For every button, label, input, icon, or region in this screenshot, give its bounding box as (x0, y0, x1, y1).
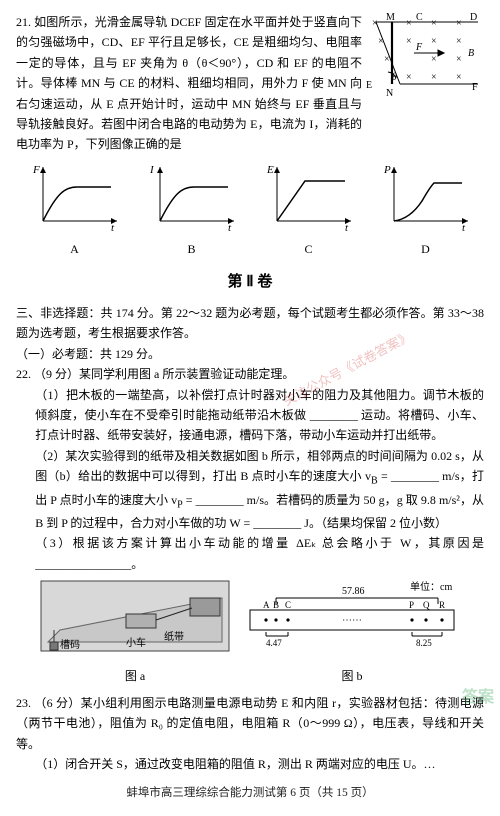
svg-text:I: I (149, 164, 155, 176)
svg-text:B: B (273, 600, 279, 610)
svg-text:8.25: 8.25 (416, 638, 432, 648)
figure-a: 槽码 小车 纸带 图 a (40, 580, 230, 687)
svg-text:M: M (386, 12, 395, 23)
svg-text:B: B (468, 48, 474, 59)
svg-text:E: E (366, 80, 372, 91)
svg-text:F: F (472, 82, 478, 93)
svg-text:R: R (439, 600, 445, 610)
corner-watermark: 答案 (462, 684, 494, 711)
q21-diagram: ×××× ×××× ××× ××× M C D B (366, 12, 484, 155)
svg-text:×: × (456, 54, 462, 65)
option-b-cap: B (146, 239, 238, 259)
q21-option-b: I t B (146, 161, 238, 260)
section-2-title: 第 Ⅱ 卷 (16, 270, 484, 296)
q22-p3: （3）根据该方案计算出小车动能的增量 ΔEₖ 总会略小于 W，其原因是 ____… (16, 533, 484, 574)
svg-text:C: C (285, 600, 291, 610)
svg-text:×: × (431, 72, 437, 83)
svg-text:×: × (431, 54, 437, 65)
svg-text:t: t (462, 222, 466, 233)
q22-p2: （2）某次实验得到的纸带及相关数据如图 b 所示，相邻两点的时间间隔为 0.02… (16, 446, 484, 534)
svg-text:×: × (431, 18, 437, 29)
svg-text:C: C (416, 12, 423, 23)
svg-text:57.86: 57.86 (342, 586, 365, 597)
svg-text:单位：cm: 单位：cm (410, 580, 452, 593)
svg-text:P: P (409, 600, 414, 610)
svg-text:t: t (228, 222, 232, 233)
instructions-2: （一）必考题：共 129 分。 (16, 344, 484, 364)
q21-option-c: E t C (263, 161, 355, 260)
q22-lead: 22. （9 分）某同学利用图 a 所示装置验证动能定理。 (16, 364, 484, 384)
svg-text:F: F (32, 164, 40, 176)
option-c-cap: C (263, 239, 355, 259)
q22-num: 22. (16, 367, 31, 381)
svg-text:×: × (406, 36, 412, 47)
figure-b-cap: 图 b (242, 666, 462, 686)
figure-b: 单位：cm 57.86 ⋯⋯ A B C P Q R (242, 580, 462, 687)
svg-text:槽码: 槽码 (60, 638, 80, 651)
svg-text:t: t (111, 222, 115, 233)
q21-body: 如图所示，光滑金属导轨 DCEF 固定在水平面并处于竖直向下的匀强磁场中，CD、… (16, 15, 362, 151)
svg-text:t: t (345, 222, 349, 233)
svg-text:×: × (456, 72, 462, 83)
svg-text:小车: 小车 (126, 636, 146, 649)
svg-text:N: N (386, 88, 393, 99)
figure-a-cap: 图 a (40, 666, 230, 686)
page-footer: 蚌埠市高三理综综合能力测试第 6 页（共 15 页） (16, 784, 484, 804)
svg-text:×: × (431, 36, 437, 47)
q21-option-a: F t A (29, 161, 121, 260)
option-d-cap: D (380, 239, 472, 259)
instructions-1: 三、非选择题：共 174 分。第 22～32 题为必考题，每个试题考生都必须作答… (16, 303, 484, 344)
q23-lead: （6 分）某小组利用图示电路测量电源电动势 E 和内阻 r，实验器材包括：待测电… (16, 696, 484, 751)
svg-text:×: × (456, 36, 462, 47)
svg-text:×: × (378, 36, 384, 47)
svg-text:D: D (470, 12, 477, 23)
svg-text:P: P (383, 164, 391, 176)
svg-text:E: E (266, 164, 274, 176)
svg-text:×: × (406, 18, 412, 29)
q22-lead-text: （9 分）某同学利用图 a 所示装置验证动能定理。 (34, 367, 294, 381)
q22-figures: 槽码 小车 纸带 图 a 单位：cm 57.86 ⋯⋯ A (40, 580, 484, 687)
q23-num: 23. (16, 696, 31, 710)
svg-text:×: × (406, 72, 412, 83)
q21-text: 21. 如图所示，光滑金属导轨 DCEF 固定在水平面并处于竖直向下的匀强磁场中… (16, 12, 362, 155)
q21-option-d: P t D (380, 161, 472, 260)
q21-options: F t A I t B E t C (16, 161, 484, 260)
svg-text:Q: Q (423, 600, 430, 610)
q22-p1: （1）把木板的一端垫高，以补偿打点计时器对小车的阻力及其他阻力。调节木板的倾斜度… (16, 385, 484, 446)
svg-text:4.47: 4.47 (266, 638, 282, 648)
q23: 23. （6 分）某小组利用图示电路测量电源电动势 E 和内阻 r，实验器材包括… (16, 693, 484, 754)
svg-text:×: × (456, 18, 462, 29)
q23-p1: （1）闭合开关 S，通过改变电阻箱的阻值 R，测出 R 两端对应的电压 U。… (16, 754, 484, 774)
option-a-cap: A (29, 239, 121, 259)
q21-num: 21. (16, 15, 31, 29)
svg-text:F: F (415, 42, 423, 53)
svg-text:A: A (263, 600, 270, 610)
svg-text:⋯⋯: ⋯⋯ (342, 615, 362, 626)
svg-text:纸带: 纸带 (164, 630, 184, 643)
